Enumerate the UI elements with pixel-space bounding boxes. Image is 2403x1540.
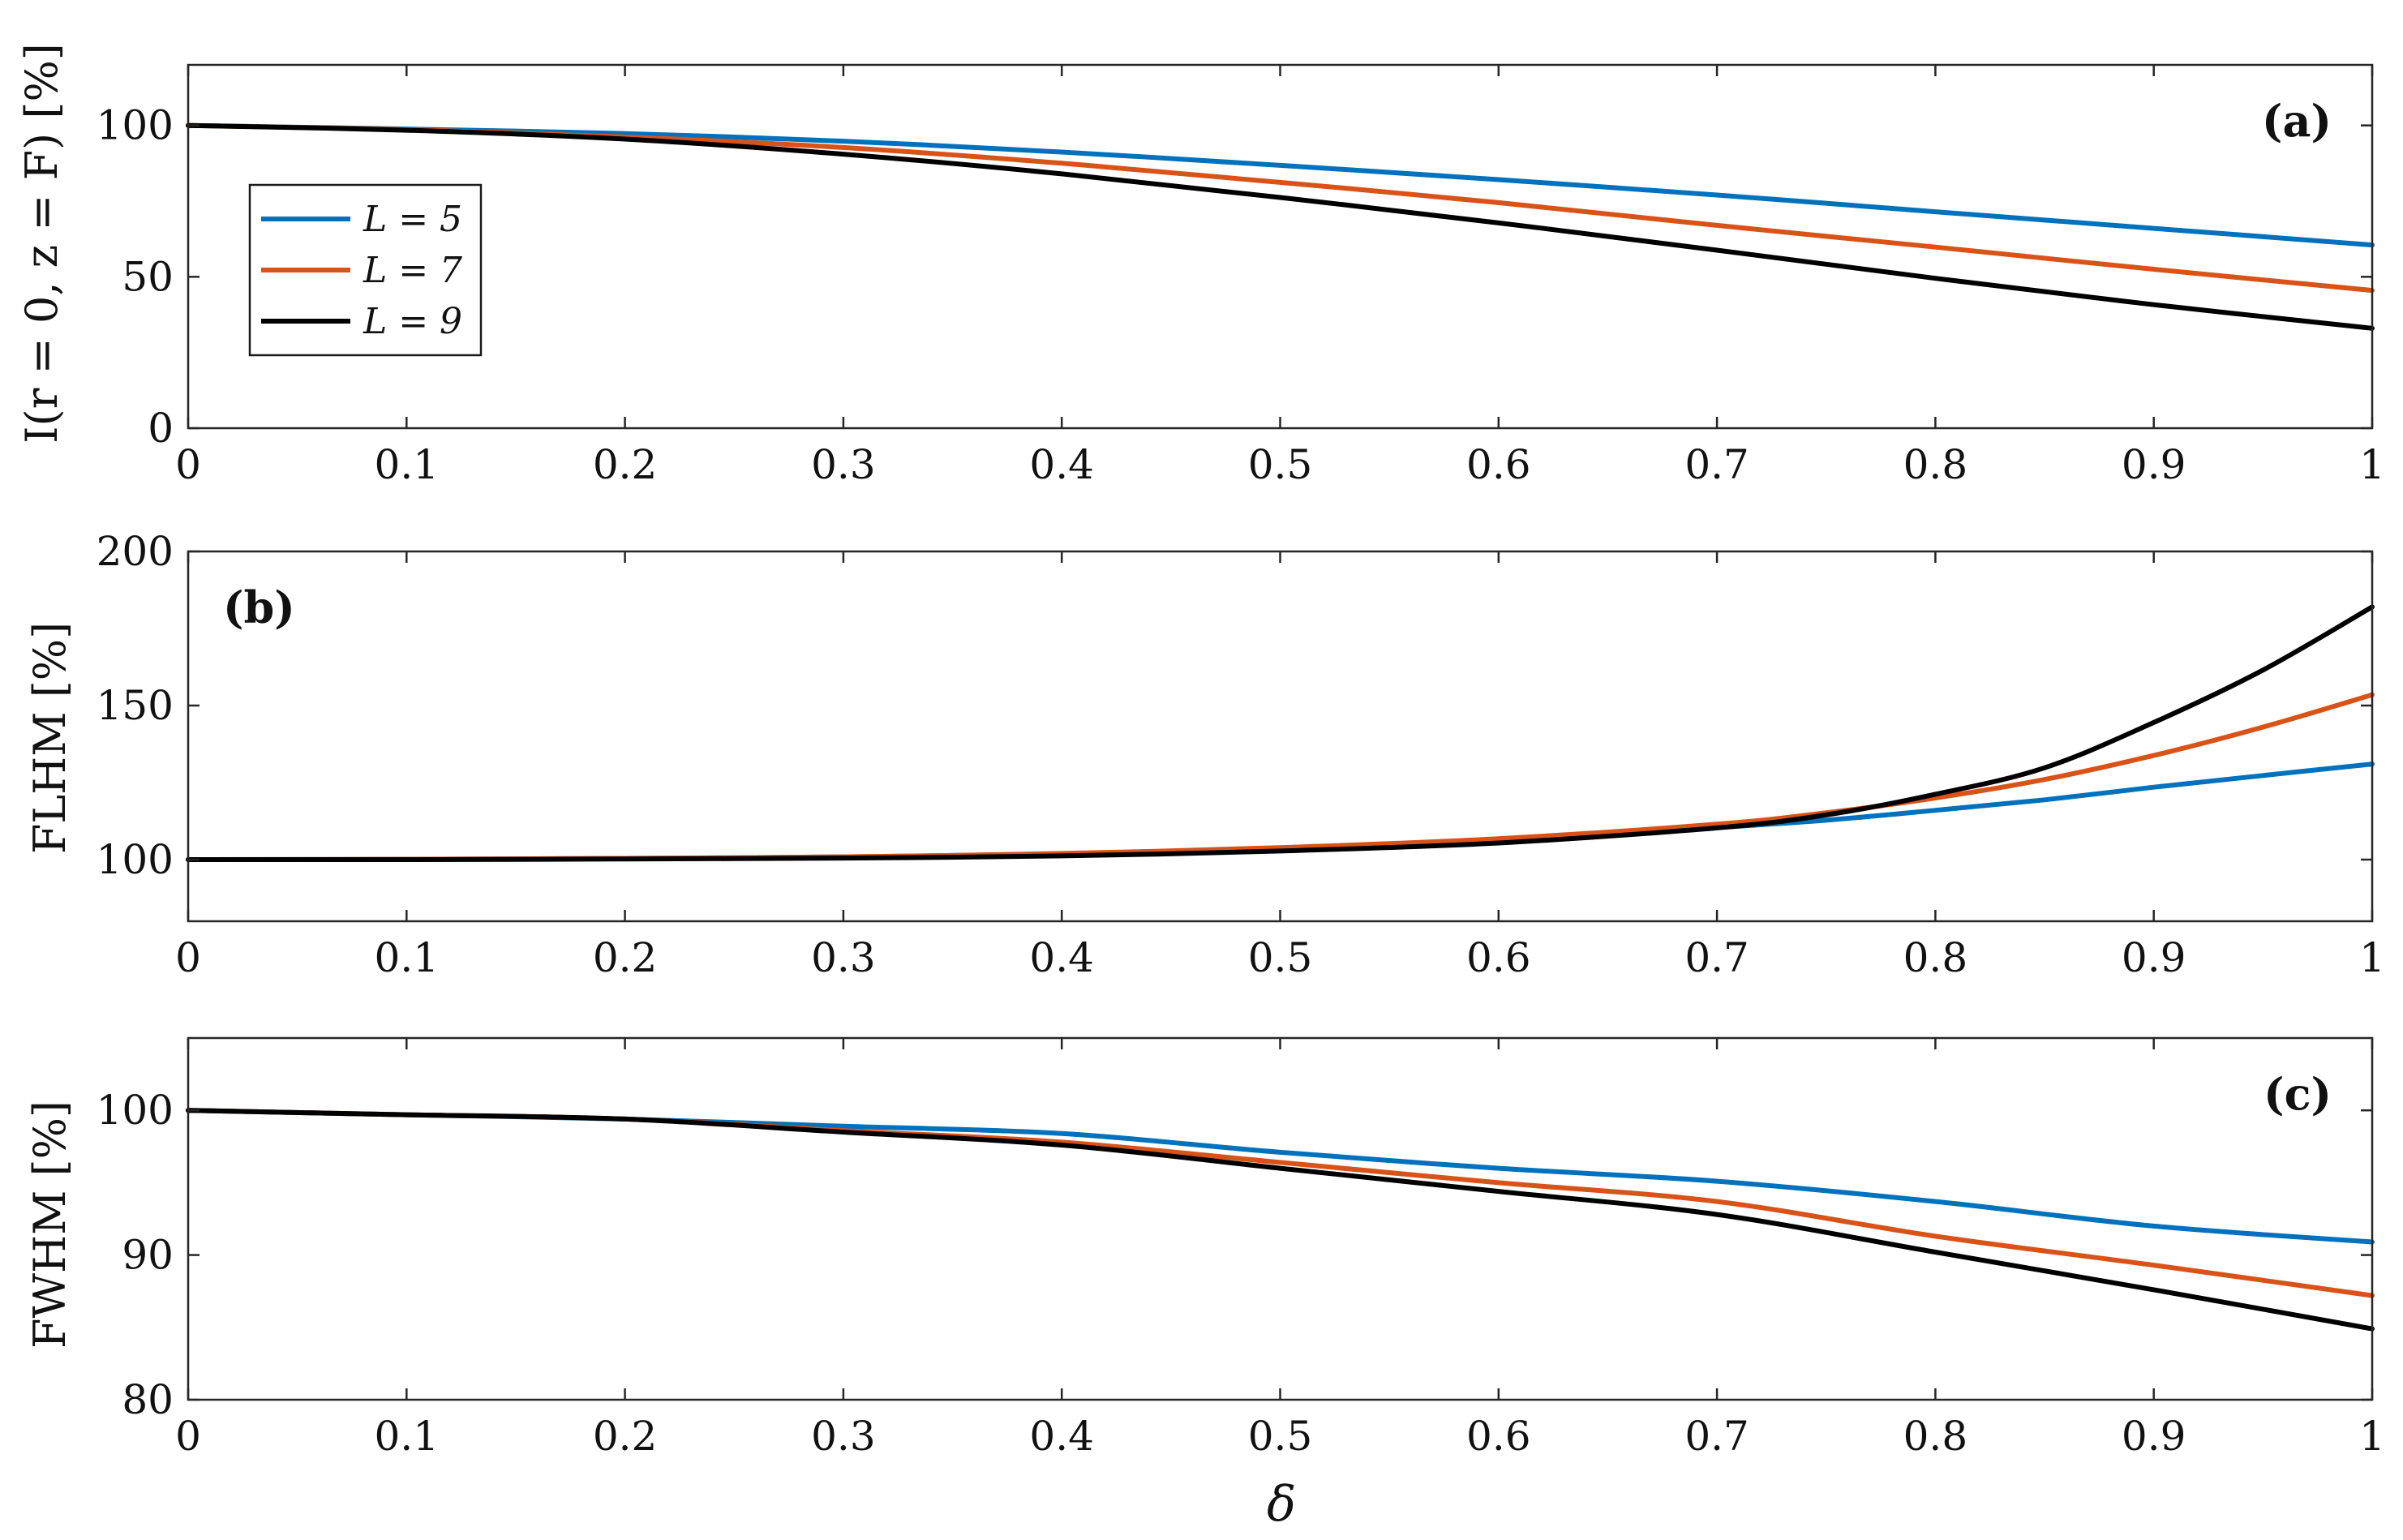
panel-c-x-tick-label: 0.5 — [1248, 1413, 1313, 1460]
panel-b-y-tick-label: 200 — [97, 528, 174, 575]
panel-a-axes-box — [187, 63, 2374, 430]
panel-b-series-l7 — [186, 692, 2375, 862]
panel-c-x-tick-label: 0.9 — [2122, 1413, 2186, 1460]
panel-a-x-tick-label: 0.3 — [811, 441, 876, 488]
legend-entry-l5: L = 5 — [363, 199, 462, 240]
panel-a-y-tick-label: 50 — [122, 253, 174, 300]
panel-a-x-tick-label: 0.7 — [1684, 441, 1749, 488]
panel-c-x-tick-label: 0 — [175, 1413, 201, 1460]
panel-b-x-tick-label: 1 — [2359, 934, 2385, 981]
panel-a-x-tick-label: 0.2 — [593, 441, 658, 488]
panel-c-x-tick-label: 0.6 — [1466, 1413, 1531, 1460]
panel-a-x-tick-label: 0.5 — [1248, 441, 1313, 488]
panel-c-x-tick-label: 0.4 — [1029, 1413, 1094, 1460]
panel-b-x-tick-label: 0.2 — [593, 934, 658, 981]
panel-a-y-tick-label: 0 — [148, 405, 174, 452]
panel-b-plot-area: 0 0.1 0.2 0.3 0.4 0.5 0.6 0.7 0.8 0.9 1 100 150 200 — [97, 528, 2385, 981]
panel-c: 0 0.1 0.2 0.3 0.4 0.5 0.6 0.7 0.8 0.9 1 80 90 100 (c)… — [24, 1036, 2385, 1533]
panel-c-series-l9 — [186, 1108, 2375, 1332]
panel-b-x-tick-label: 0.4 — [1029, 934, 1094, 981]
panel-a-x-tick-label: 0 — [175, 441, 201, 488]
x-axis-label: δ — [1267, 1476, 1296, 1533]
panel-a-x-tick-label: 1 — [2359, 441, 2385, 488]
panel-b-x-tick-label: 0.9 — [2122, 934, 2186, 981]
panel-a-y-axis-label: I(r = 0, z = F) [%] — [16, 43, 67, 444]
panel-a-x-tick-label: 0.8 — [1903, 441, 1968, 488]
panel-c-x-tick-label: 0.8 — [1903, 1413, 1968, 1460]
panel-c-x-tick-label: 0.1 — [375, 1413, 440, 1460]
legend-entry-l7: L = 7 — [363, 250, 462, 291]
panel-c-series-l5 — [186, 1108, 2375, 1245]
panel-c-y-axis-label: FWHM [%] — [24, 1100, 75, 1349]
panel-c-plot-area: 0 0.1 0.2 0.3 0.4 0.5 0.6 0.7 0.8 0.9 1 80 90 100 — [97, 1036, 2385, 1460]
panel-b-label: (b) — [223, 581, 295, 633]
panel-a-label: (a) — [2262, 95, 2332, 147]
panel-c-y-tick-label: 90 — [122, 1232, 174, 1279]
legend-entry-l9: L = 9 — [363, 301, 462, 342]
panel-b-y-tick-label: 100 — [97, 836, 174, 883]
panel-b-x-tick-label: 0.5 — [1248, 934, 1313, 981]
panel-a-series-l5 — [186, 122, 2375, 248]
panel-b-y-tick-label: 150 — [97, 682, 174, 729]
panel-c-x-tick-label: 0.3 — [811, 1413, 876, 1460]
panel-c-x-tick-label: 0.7 — [1684, 1413, 1749, 1460]
panel-c-series-l7 — [186, 1108, 2375, 1298]
legend: L = 5 L = 7 L = 9 — [248, 183, 483, 357]
panel-a-series-l9 — [186, 122, 2375, 331]
panel-a-x-tick-label: 0.9 — [2122, 441, 2186, 488]
panel-b-series-l9 — [186, 604, 2375, 863]
panel-c-y-tick-label: 80 — [122, 1376, 174, 1423]
panel-b: 0 0.1 0.2 0.3 0.4 0.5 0.6 0.7 0.8 0.9 1 100 150 200 (… — [24, 528, 2385, 981]
panel-b-x-tick-label: 0 — [175, 934, 201, 981]
panel-a-x-tick-label: 0.1 — [375, 441, 440, 488]
panel-b-x-tick-label: 0.7 — [1684, 934, 1749, 981]
panel-c-label: (c) — [2264, 1068, 2332, 1120]
panel-a-y-tick-label: 100 — [97, 102, 174, 149]
panel-a-x-tick-label: 0.4 — [1029, 441, 1094, 488]
panel-b-y-axis-label: FLHM [%] — [24, 622, 75, 854]
panel-b-x-tick-label: 0.1 — [375, 934, 440, 981]
panel-b-axes-box — [187, 550, 2374, 923]
panel-b-x-tick-label: 0.8 — [1903, 934, 1968, 981]
panel-c-x-tick-label: 0.2 — [593, 1413, 658, 1460]
panel-a-series-l7 — [186, 122, 2375, 294]
panel-c-y-tick-label: 100 — [97, 1087, 174, 1134]
panel-c-x-tick-label: 1 — [2359, 1413, 2385, 1460]
panel-a-x-tick-label: 0.6 — [1466, 441, 1531, 488]
panel-b-x-tick-label: 0.6 — [1466, 934, 1531, 981]
panel-a-plot-area: 0 0.1 0.2 0.3 0.4 0.5 0.6 0.7 0.8 0.9 1 0 50 100 — [97, 63, 2385, 488]
panel-b-x-tick-label: 0.3 — [811, 934, 876, 981]
panel-c-axes-box — [187, 1036, 2374, 1401]
